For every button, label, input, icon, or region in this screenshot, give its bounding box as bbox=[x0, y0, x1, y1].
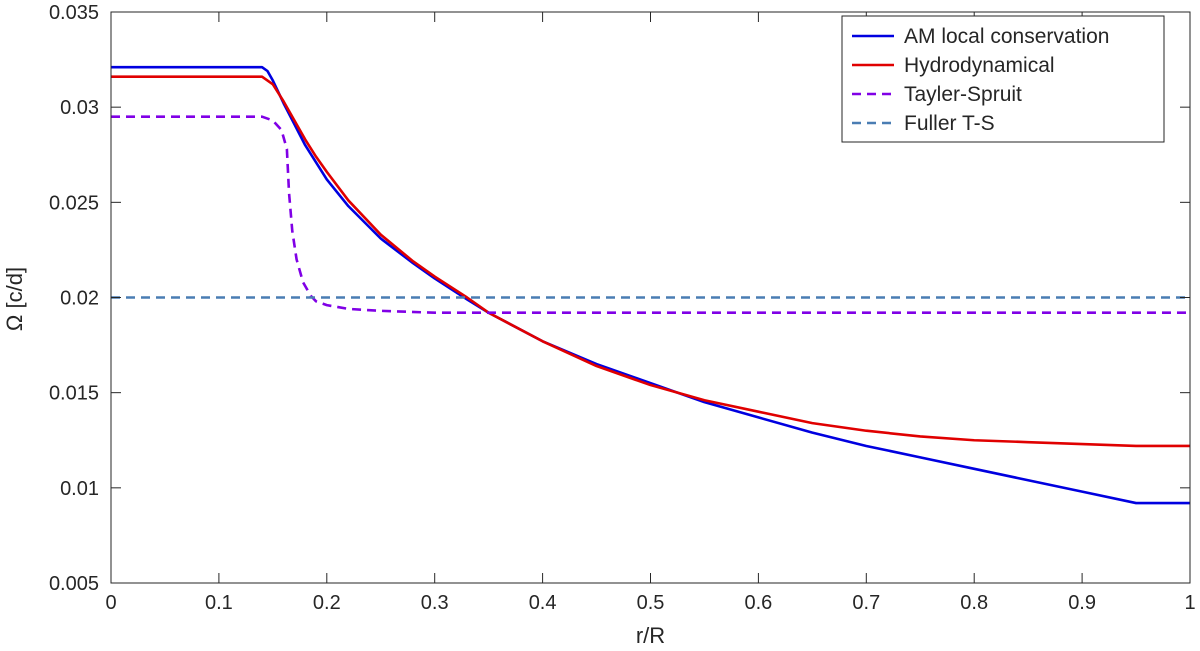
y-tick-label: 0.015 bbox=[49, 383, 99, 405]
legend: AM local conservation Hydrodynamical Tayle… bbox=[841, 15, 1165, 143]
legend-label: Fuller T-S bbox=[904, 112, 995, 135]
y-tick-label: 0.03 bbox=[60, 97, 99, 119]
x-tick-label: 0.4 bbox=[529, 592, 557, 614]
x-tick-label: 1 bbox=[1184, 592, 1195, 614]
y-tick-label: 0.025 bbox=[49, 192, 99, 214]
series-line-tayler-spruit bbox=[111, 115, 1190, 315]
y-tick-label: 0.01 bbox=[60, 478, 99, 500]
x-tick-label: 0 bbox=[105, 592, 116, 614]
x-tick-label: 0.3 bbox=[421, 592, 449, 614]
x-tick-label: 0.5 bbox=[637, 592, 665, 614]
x-tick-label: 0.9 bbox=[1068, 592, 1096, 614]
x-tick-label: 0.8 bbox=[960, 592, 988, 614]
x-tick-label: 0.6 bbox=[744, 592, 772, 614]
x-tick-label: 0.7 bbox=[852, 592, 880, 614]
y-tick-label: 0.02 bbox=[60, 288, 99, 310]
legend-label: Hydrodynamical bbox=[904, 54, 1055, 77]
plot-lines bbox=[111, 65, 1190, 505]
x-tick-label: 0.1 bbox=[205, 592, 233, 614]
y-tick-label: 0.035 bbox=[49, 2, 99, 24]
legend-label: AM local conservation bbox=[904, 25, 1109, 48]
x-axis-label: r/R bbox=[636, 623, 665, 648]
legend-label: Tayler-Spruit bbox=[904, 83, 1022, 106]
ticks: 0 0.1 0.2 0.3 0.4 0.5 0.6 0.7 0.8 0.9 1 0.005 0.01 0.… bbox=[49, 2, 1196, 614]
y-tick-label: 0.005 bbox=[49, 573, 99, 595]
y-axis-label: Ω [c/d] bbox=[2, 267, 27, 331]
x-tick-label: 0.2 bbox=[313, 592, 341, 614]
legend-box bbox=[841, 15, 1165, 143]
